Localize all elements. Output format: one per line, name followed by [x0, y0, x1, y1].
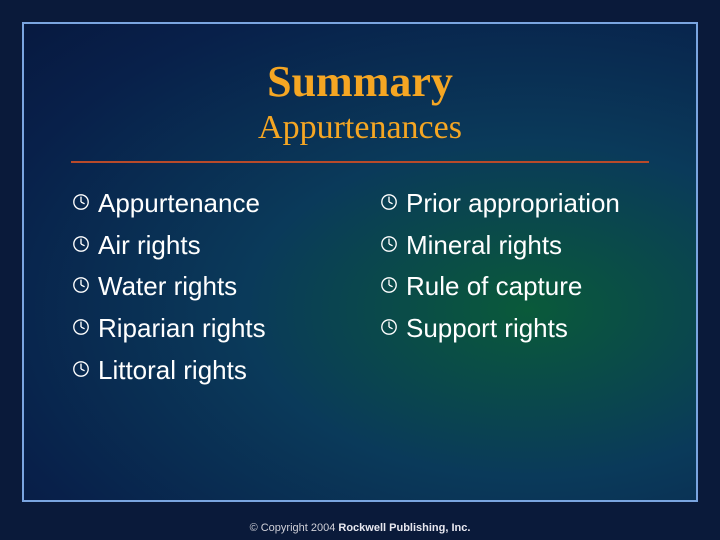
list-item: Support rights: [380, 310, 668, 348]
clock-icon: [380, 193, 398, 211]
content-columns: Appurtenance Air rights Water rights Rip…: [24, 163, 696, 393]
slide-subtitle: Appurtenances: [24, 109, 696, 147]
list-item: Riparian rights: [72, 310, 360, 348]
slide: Summary Appurtenances Appurtenance Air r…: [0, 0, 720, 540]
list-item: Appurtenance: [72, 185, 360, 223]
clock-icon: [72, 193, 90, 211]
list-item-label: Mineral rights: [406, 227, 562, 265]
list-item-label: Air rights: [98, 227, 201, 265]
right-column: Prior appropriation Mineral rights Rule …: [380, 185, 668, 393]
clock-icon: [380, 235, 398, 253]
slide-frame: Summary Appurtenances Appurtenance Air r…: [22, 22, 698, 502]
list-item-label: Support rights: [406, 310, 568, 348]
footer-prefix: © Copyright 2004: [250, 522, 339, 534]
slide-title: Summary: [24, 56, 696, 107]
clock-icon: [72, 276, 90, 294]
clock-icon: [380, 276, 398, 294]
clock-icon: [72, 318, 90, 336]
copyright-footer: © Copyright 2004 Rockwell Publishing, In…: [0, 522, 720, 534]
clock-icon: [72, 360, 90, 378]
list-item-label: Littoral rights: [98, 352, 247, 390]
list-item: Air rights: [72, 227, 360, 265]
list-item: Prior appropriation: [380, 185, 668, 223]
list-item: Littoral rights: [72, 352, 360, 390]
list-item-label: Prior appropriation: [406, 185, 620, 223]
clock-icon: [380, 318, 398, 336]
footer-brand: Rockwell Publishing, Inc.: [338, 522, 470, 534]
left-column: Appurtenance Air rights Water rights Rip…: [72, 185, 360, 393]
header: Summary Appurtenances: [24, 24, 696, 163]
clock-icon: [72, 235, 90, 253]
list-item-label: Riparian rights: [98, 310, 266, 348]
list-item: Water rights: [72, 268, 360, 306]
list-item-label: Rule of capture: [406, 268, 582, 306]
list-item-label: Appurtenance: [98, 185, 260, 223]
list-item: Rule of capture: [380, 268, 668, 306]
list-item-label: Water rights: [98, 268, 237, 306]
list-item: Mineral rights: [380, 227, 668, 265]
